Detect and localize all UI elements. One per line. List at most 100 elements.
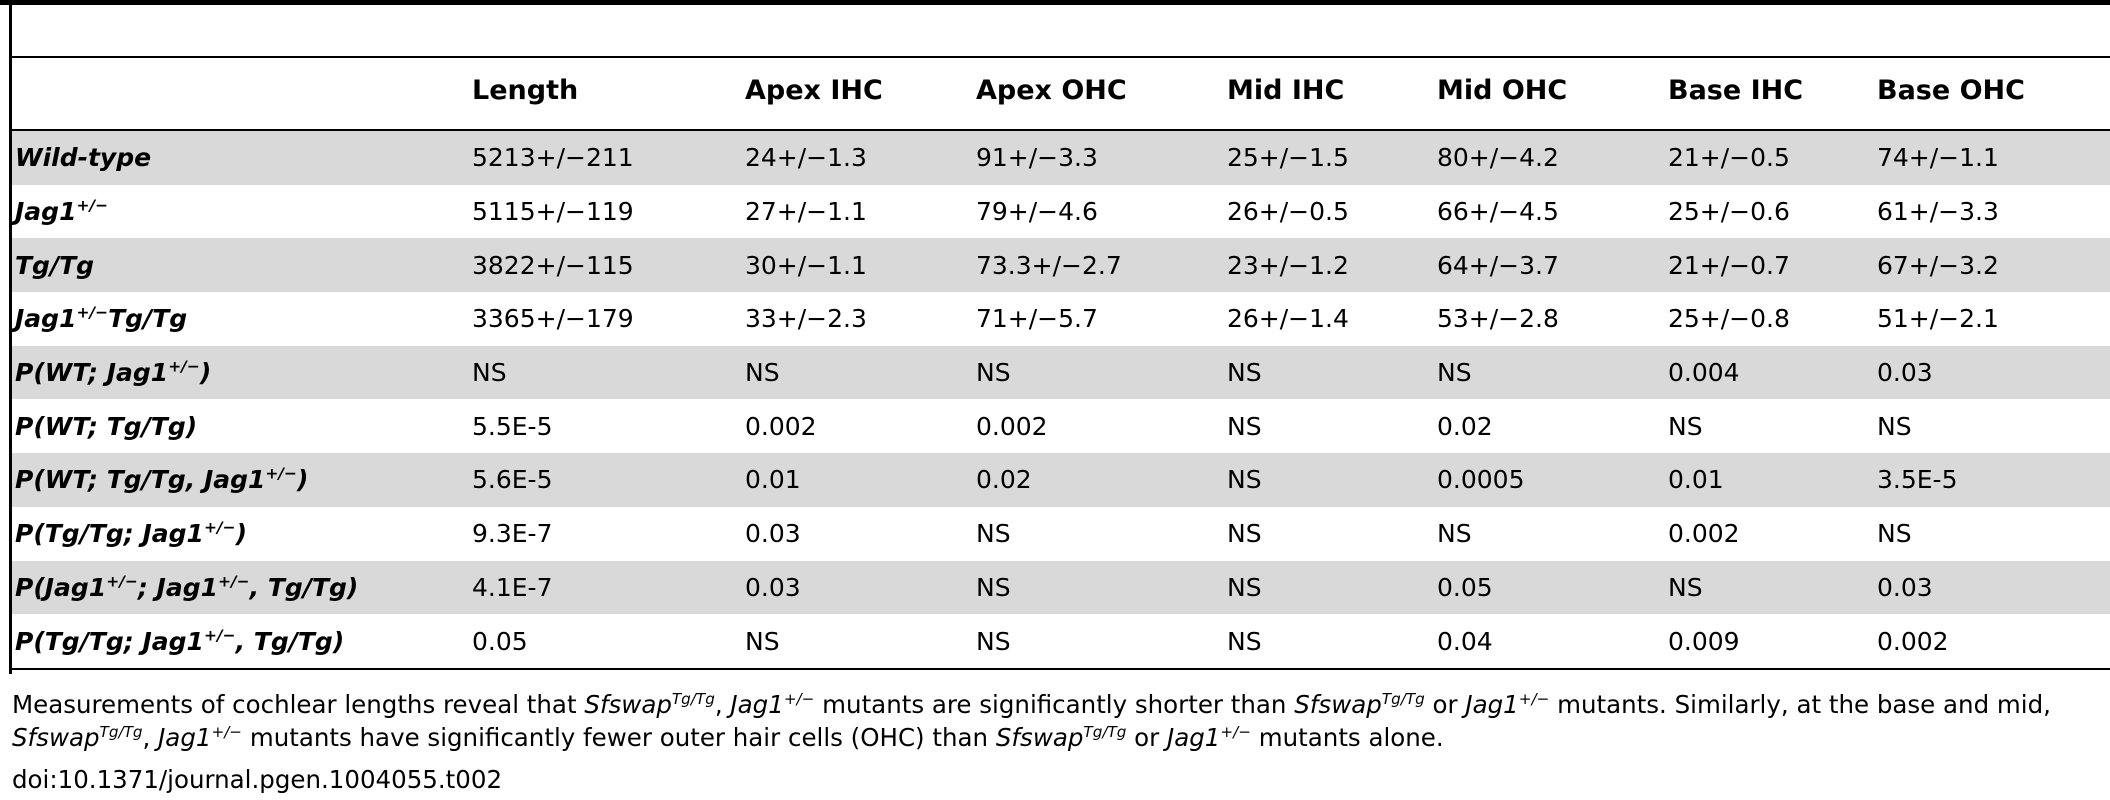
table-row: Wild-type 5213+/−211 24+/−1.3 91+/−3.3 25+/−… [12,131,2110,185]
table-cell: 67+/−3.2 [1877,238,2110,293]
table-cell: NS [1227,411,1262,441]
table-cell: 3.5E-5 [1877,453,2110,507]
row-label-text: P(WT; Jag1 [15,358,169,388]
table-cell: 51+/−2.1 [1877,304,1999,334]
gene-name: Sfswap [995,723,1084,752]
table-row: P(Jag1+/−; Jag1+/−, Tg/Tg) 4.1E-7 0.03 NS NS… [12,560,2110,615]
cochlear-data-table: Wild-type 5213+/−211 24+/−1.3 91+/−3.3 25+/−… [12,131,2110,668]
table-cell: NS [745,345,976,400]
table-cell: NS [472,345,745,400]
table-cell: 0.03 [745,560,976,615]
table-cell: 0.002 [745,411,817,441]
table-cell: 74+/−1.1 [1877,131,2110,185]
table-cell: 73.3+/−2.7 [976,238,1227,293]
table-cell: 26+/−1.4 [1227,304,1349,334]
table-cell: 71+/−5.7 [976,304,1098,334]
genotype-superscript: +/− [168,357,200,376]
gene-name: Jag1 [1465,690,1519,719]
row-label-text: Jag1 [15,304,77,334]
table-row: Jag1+/− 5115+/−119 27+/−1.1 79+/−4.6 26+/−0.… [12,185,2110,239]
row-label: Jag1+/−Tg/Tg [12,292,472,346]
column-header-base-ohc: Base OHC [1877,75,2025,106]
footnote-text: Measurements of cochlear lengths reveal … [12,690,585,719]
table-cell: 33+/−2.3 [745,304,867,334]
table-cell: 30+/−1.1 [745,238,976,293]
table-cell: 23+/−1.2 [1227,238,1437,293]
table-row: P(WT; Jag1+/−) NS NS NS NS NS 0.004 0.03 [12,345,2110,400]
row-label-text: , Tg/Tg) [235,626,345,656]
table-cell: 25+/−0.8 [1668,304,1790,334]
row-label: P(Jag1+/−; Jag1+/−, Tg/Tg) [12,560,472,615]
table-cell: 66+/−4.5 [1437,197,1559,227]
row-label: Tg/Tg [12,238,472,293]
table-cell: NS [976,560,1227,615]
table-cell: NS [1437,519,1472,549]
genotype-superscript: Tg/Tg [99,722,143,741]
table-cell: 25+/−0.6 [1668,197,1790,227]
row-label-text: Wild-type [15,143,152,173]
table-cell: 0.02 [976,453,1227,507]
row-label: Wild-type [12,131,472,185]
table-cell: NS [1437,345,1668,400]
gene-name: Sfswap [1294,690,1382,719]
row-label-text: P(WT; Tg/Tg) [15,411,198,441]
table-cell: 0.03 [1877,560,2110,615]
table-cell: 0.009 [1668,626,1740,656]
table-row: P(WT; Tg/Tg, Jag1+/−) 5.6E-5 0.01 0.02 NS 0.0… [12,453,2110,507]
column-header-apex-ohc: Apex OHC [976,75,1127,106]
doi-link[interactable]: doi:10.1371/journal.pgen.1004055.t002 [12,765,503,794]
table-cell: 27+/−1.1 [745,197,867,227]
table-cell: 0.002 [976,411,1048,441]
genotype-superscript: +/− [218,572,250,591]
top-rule [0,0,2110,5]
header-bottom-rule [9,129,2110,131]
table-cell: NS [976,626,1011,656]
column-header-base-ihc: Base IHC [1668,75,1804,106]
table-cell: NS [1877,519,1912,549]
footnote-text: or [1424,690,1466,719]
genotype-superscript: +/− [76,196,109,215]
genotype-superscript: +/− [783,689,815,708]
table-cell: 0.002 [1877,626,1949,656]
table-cell: 26+/−0.5 [1227,197,1349,227]
row-label: P(WT; Tg/Tg, Jag1+/−) [12,453,472,507]
header-top-rule [9,56,2110,58]
table-cell: NS [976,519,1011,549]
table-cell: NS [1668,411,1703,441]
row-label: P(Tg/Tg; Jag1+/−) [12,507,472,561]
genotype-superscript: +/− [76,304,109,323]
table-cell: 0.01 [745,453,976,507]
table-cell: 0.0005 [1437,453,1668,507]
row-label-text: Jag1 [15,197,77,227]
row-label-text: , Tg/Tg) [249,572,359,602]
footnote-text: mutants alone. [1250,723,1444,752]
row-label-text: Tg/Tg [108,304,188,334]
row-label-text: P(Tg/Tg; Jag1 [15,626,204,656]
genotype-superscript: +/− [203,518,236,537]
table-cell: NS [745,626,780,656]
row-label-text: ; Jag1 [137,572,219,602]
table-cell: NS [1227,519,1262,549]
table-cell: 0.03 [745,519,801,549]
table-row: P(Tg/Tg; Jag1+/−, Tg/Tg) 0.05 NS NS NS 0.04 0.… [12,614,2110,668]
table-cell: NS [1877,411,1912,441]
gene-name: Jag1 [158,723,212,752]
table-cell: 5115+/−119 [472,197,634,227]
left-border [9,0,12,674]
genotype-superscript: +/− [203,626,236,645]
table-cell: NS [1227,560,1437,615]
table-cell: NS [1227,626,1262,656]
gene-name: Jag1 [730,690,784,719]
footnote-text: , [714,690,731,719]
table-cell: 64+/−3.7 [1437,238,1668,293]
table-cell: 21+/−0.5 [1668,131,1877,185]
genotype-superscript: Tg/Tg [1381,689,1425,708]
table-cell: 25+/−1.5 [1227,131,1437,185]
gene-name: Jag1 [1167,723,1221,752]
row-label-text: Tg/Tg [15,250,95,280]
table-cell: 21+/−0.7 [1668,238,1877,293]
genotype-superscript: Tg/Tg [1083,722,1127,741]
row-label-text: ) [297,465,309,495]
genotype-superscript: +/− [1518,689,1550,708]
table-cell: 0.05 [472,626,528,656]
